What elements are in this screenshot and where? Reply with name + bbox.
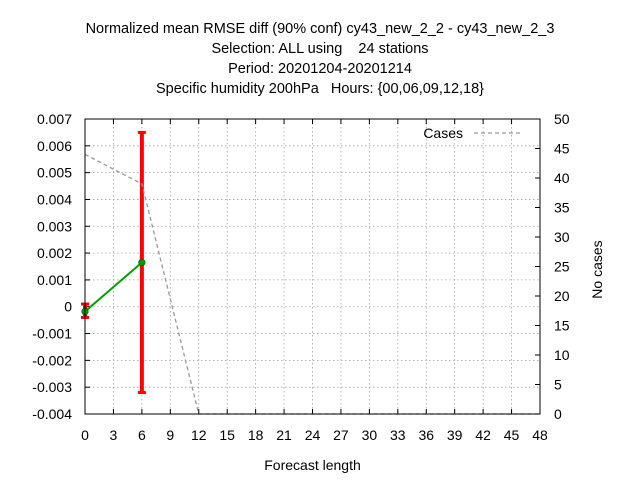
y-tick-label: 0.007 — [37, 111, 72, 127]
axis-layer: 0 3 6 9 12 15 18 21 24 27 30 33 36 39 42 45 480.0070.006… — [32, 111, 605, 473]
x-tick-label: 48 — [532, 427, 548, 443]
grid-layer — [85, 119, 540, 414]
chart-title-line-1: Normalized mean RMSE diff (90% conf) cy4… — [85, 21, 555, 37]
y2-tick-label: 40 — [554, 170, 570, 186]
y2-tick-label: 15 — [554, 318, 570, 334]
y2-tick-label: 30 — [554, 229, 570, 245]
y-tick-label: -0.001 — [32, 326, 72, 342]
y2-tick-label: 35 — [554, 200, 570, 216]
chart-title-line-2: Selection: ALL using 24 stations — [211, 41, 429, 57]
x-tick-label: 6 — [138, 427, 146, 443]
x-tick-label: 9 — [166, 427, 174, 443]
x-tick-label: 42 — [475, 427, 491, 443]
y-tick-label: 0.006 — [37, 138, 72, 154]
y2-tick-label: 45 — [554, 141, 570, 157]
y-tick-label: 0 — [64, 299, 72, 315]
y2-tick-label: 10 — [554, 347, 570, 363]
y2-tick-label: 50 — [554, 111, 570, 127]
y2-tick-label: 25 — [554, 259, 570, 275]
y-tick-label: 0.002 — [37, 245, 72, 261]
y-tick-label: 0.001 — [37, 272, 72, 288]
x-tick-label: 12 — [191, 427, 207, 443]
x-tick-label: 45 — [504, 427, 520, 443]
x-axis-label: Forecast length — [264, 457, 361, 473]
y-tick-label: -0.003 — [32, 379, 72, 395]
x-tick-label: 0 — [81, 427, 89, 443]
x-tick-label: 24 — [305, 427, 321, 443]
x-tick-label: 36 — [418, 427, 434, 443]
x-tick-label: 15 — [219, 427, 235, 443]
x-tick-label: 30 — [362, 427, 378, 443]
legend-label: Cases — [423, 125, 463, 141]
y2-tick-label: 0 — [554, 406, 562, 422]
rmse-diff-line — [84, 261, 143, 313]
rmse-diff-point — [138, 258, 146, 267]
y-tick-label: 0.005 — [37, 165, 72, 181]
y2-axis-label: No cases — [589, 240, 605, 298]
y-tick-label: 0.004 — [37, 191, 72, 207]
plot-frame — [84, 118, 541, 415]
legend: Cases — [423, 125, 521, 141]
y-tick-label: 0.003 — [37, 218, 72, 234]
chart-title-line-4: Specific humidity 200hPa Hours: {00,06,0… — [155, 81, 485, 97]
x-tick-label: 39 — [447, 427, 463, 443]
chart-title-line-3: Period: 20201204-20201214 — [228, 61, 412, 77]
y-tick-label: -0.002 — [32, 352, 72, 368]
x-tick-label: 27 — [333, 427, 349, 443]
y2-tick-label: 5 — [554, 377, 562, 393]
series-layer — [81, 130, 540, 415]
y-tick-label: -0.004 — [32, 406, 72, 422]
x-tick-label: 18 — [248, 427, 264, 443]
x-tick-label: 21 — [276, 427, 292, 443]
y2-tick-label: 20 — [554, 288, 570, 304]
x-tick-label: 33 — [390, 427, 406, 443]
x-tick-label: 3 — [110, 427, 118, 443]
